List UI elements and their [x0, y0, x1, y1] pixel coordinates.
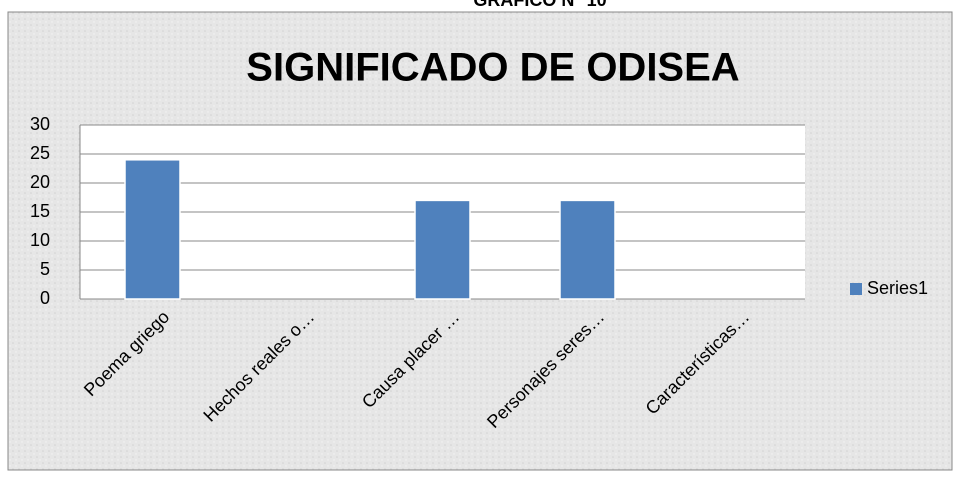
chart-title: SIGNIFICADO DE ODISEA — [246, 46, 739, 90]
header: GRAFICO N° 10 — [473, 0, 606, 10]
y-tick-label: 30 — [30, 114, 50, 134]
legend-label: Series1 — [867, 278, 928, 298]
y-tick-label: 5 — [40, 259, 50, 279]
y-tick-label: 25 — [30, 143, 50, 163]
y-tick-label: 10 — [30, 230, 50, 250]
bar — [414, 199, 471, 300]
y-tick-label: 0 — [40, 288, 50, 308]
y-tick-label: 20 — [30, 172, 50, 192]
y-tick-label: 15 — [30, 201, 50, 221]
legend-swatch — [850, 283, 862, 295]
bar — [124, 159, 181, 300]
bar — [559, 199, 616, 300]
